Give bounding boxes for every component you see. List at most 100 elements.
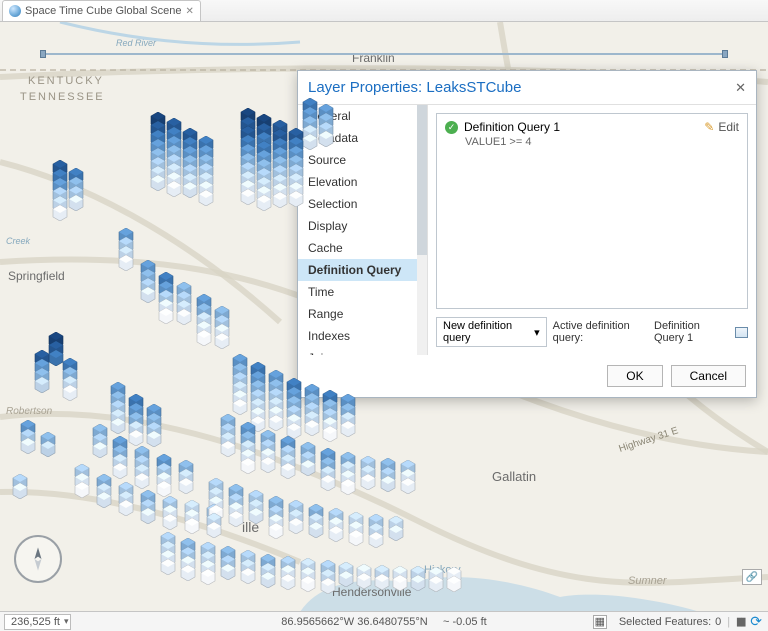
navigator-compass[interactable] [14, 535, 62, 583]
close-tab-icon[interactable]: ✕ [186, 6, 194, 17]
cube-bin [248, 508, 264, 524]
cube-bin [388, 525, 404, 541]
dialog-close-button[interactable]: ✕ [735, 80, 746, 96]
cube-bin [140, 287, 156, 303]
cube-bin [268, 523, 284, 539]
cube-bin [198, 190, 214, 206]
category-joins[interactable]: Joins [298, 347, 427, 355]
query-list: ✓ Definition Query 1 ✎ Edit VALUE1 >= 4 [436, 113, 748, 309]
time-slider-handle-left[interactable] [40, 50, 46, 58]
scene-tab[interactable]: Space Time Cube Global Scene ✕ [2, 0, 201, 21]
cube-bin [160, 559, 176, 575]
category-source[interactable]: Source [298, 149, 427, 171]
scrollbar-thumb[interactable] [417, 105, 427, 255]
time-slider-track [40, 53, 728, 55]
svg-text:Sumner: Sumner [628, 575, 668, 587]
scale-input[interactable]: 236,525 ft ▾ [4, 614, 71, 630]
cube-bin [380, 476, 396, 492]
cube-bin [320, 475, 336, 491]
cube-bin [40, 441, 56, 457]
cube-bin [206, 522, 222, 538]
cube-bin [272, 192, 288, 208]
scrollbar[interactable] [417, 105, 427, 355]
cube-bin [288, 191, 304, 207]
svg-text:Robertson: Robertson [6, 406, 53, 417]
cube-bin [300, 460, 316, 476]
cube-bin [240, 568, 256, 584]
cube-bin [368, 532, 384, 548]
cube-bin [162, 514, 178, 530]
edit-query-button[interactable]: ✎ Edit [704, 120, 739, 134]
pause-drawing-button[interactable]: ▮▮ [736, 615, 744, 628]
cube-bin [182, 182, 198, 198]
cube-bin [240, 458, 256, 474]
cube-bin [340, 479, 356, 495]
refresh-button[interactable]: ⟳ [750, 613, 762, 630]
definition-query-pane: ✓ Definition Query 1 ✎ Edit VALUE1 >= 4 … [428, 105, 756, 355]
cube-bin [150, 175, 166, 191]
query-item[interactable]: ✓ Definition Query 1 ✎ Edit [437, 114, 747, 136]
edit-label: Edit [718, 120, 739, 134]
cube-bin [128, 430, 144, 446]
cube-bin [240, 189, 256, 205]
category-time[interactable]: Time [298, 281, 427, 303]
cube-bin [134, 473, 150, 489]
cube-bin [232, 399, 248, 415]
cube-bin [410, 575, 426, 591]
category-cache[interactable]: Cache [298, 237, 427, 259]
tab-title: Space Time Cube Global Scene [25, 5, 182, 17]
cube-bin [288, 518, 304, 534]
cube-bin [12, 483, 28, 499]
cube-bin [156, 481, 172, 497]
query-name: Definition Query 1 [464, 120, 560, 134]
coordinates-readout: 86.9565662°W 36.6480755°N ~ -0.05 ft [281, 616, 486, 628]
ok-button[interactable]: OK [607, 365, 662, 387]
cube-bin [62, 385, 78, 401]
cube-bin [112, 463, 128, 479]
time-slider[interactable] [40, 50, 728, 58]
svg-text:KENTUCKY: KENTUCKY [28, 75, 104, 87]
cube-bin [260, 457, 276, 473]
cube-bin [52, 205, 68, 221]
linked-views-icon[interactable]: 🔗 [742, 569, 762, 585]
tab-bar: Space Time Cube Global Scene ✕ [0, 0, 768, 22]
cube-bin [348, 530, 364, 546]
cancel-button[interactable]: Cancel [671, 365, 746, 387]
cube-bin [340, 421, 356, 437]
cube-bin [214, 333, 230, 349]
category-indexes[interactable]: Indexes [298, 325, 427, 347]
category-definition-query[interactable]: Definition Query [298, 259, 427, 281]
cube-bin [360, 474, 376, 490]
cube-bin [140, 508, 156, 524]
cube-bin [308, 522, 324, 538]
pencil-icon: ✎ [704, 120, 714, 134]
svg-text:Red River: Red River [116, 38, 157, 48]
time-slider-handle-right[interactable] [722, 50, 728, 58]
dialog-buttons: OK Cancel [298, 355, 756, 397]
svg-text:Creek: Creek [6, 236, 31, 246]
status-bar: 236,525 ft ▾ 86.9565662°W 36.6480755°N ~… [0, 611, 768, 631]
sql-icon[interactable] [735, 327, 748, 338]
cube-bin [200, 569, 216, 585]
cube-bin [256, 195, 272, 211]
selection-icon[interactable]: ▦ [593, 615, 607, 629]
cube-bin [110, 418, 126, 434]
cube-bin [322, 426, 338, 442]
cube-bin [96, 492, 112, 508]
svg-text:Springfield: Springfield [8, 269, 65, 283]
cube-bin [392, 575, 408, 591]
cube-bin [92, 442, 108, 458]
cube-bin [400, 478, 416, 494]
cube-bin [268, 415, 284, 431]
category-selection[interactable]: Selection [298, 193, 427, 215]
category-range[interactable]: Range [298, 303, 427, 325]
category-elevation[interactable]: Elevation [298, 171, 427, 193]
layer-properties-dialog: Layer Properties: LeaksSTCube ✕ GeneralM… [297, 70, 757, 398]
chevron-down-icon: ▾ [64, 616, 69, 627]
cube-bin [118, 255, 134, 271]
cube-bin [328, 526, 344, 542]
cube-bin [220, 441, 236, 457]
compass-arrow-icon [24, 545, 52, 573]
category-display[interactable]: Display [298, 215, 427, 237]
new-definition-query-dropdown[interactable]: New definition query ▾ [436, 317, 547, 347]
